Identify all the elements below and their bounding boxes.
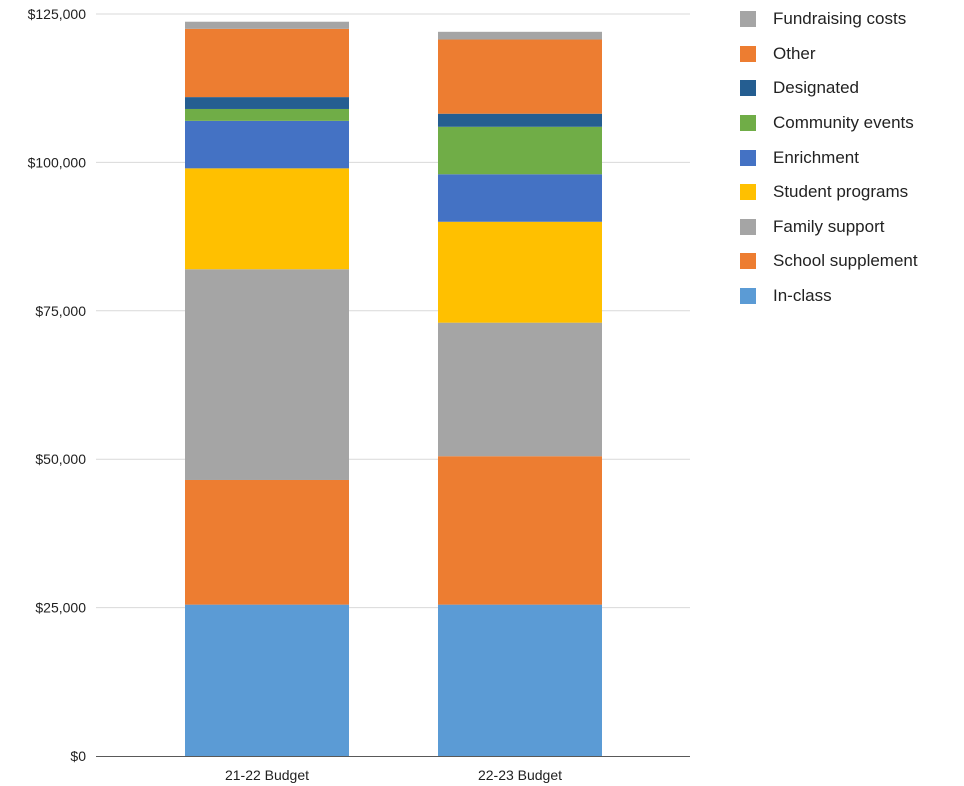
- legend-item-family-support: Family support: [740, 210, 918, 245]
- x-category-label: 21-22 Budget: [225, 767, 309, 783]
- legend-swatch: [740, 149, 756, 166]
- legend-swatch: [740, 45, 756, 62]
- y-tick-label: $100,000: [28, 154, 87, 170]
- legend-swatch: [740, 184, 756, 201]
- y-tick-label: $0: [70, 748, 86, 764]
- legend-item-designated: Designated: [740, 71, 918, 106]
- x-axis-category-labels: 21-22 Budget 22-23 Budget: [225, 767, 562, 783]
- legend-swatch: [740, 115, 756, 132]
- bars: [185, 21, 602, 756]
- bar-segment: [438, 174, 602, 222]
- legend-item-enrichment: Enrichment: [740, 140, 918, 175]
- legend-label: Community events: [773, 113, 914, 133]
- legend-label: Other: [773, 43, 816, 63]
- bar-segment: [438, 31, 602, 40]
- legend-label: Enrichment: [773, 147, 859, 167]
- legend-label: School supplement: [773, 251, 918, 271]
- legend-item-other: Other: [740, 37, 918, 72]
- legend-label: Family support: [773, 216, 885, 236]
- bar-segment: [438, 126, 602, 175]
- bar-segment: [185, 120, 349, 169]
- legend-label: Designated: [773, 78, 860, 98]
- y-axis-tick-labels: $0 $25,000 $50,000 $75,000 $100,000 $125,000: [28, 6, 87, 764]
- bar-segment: [185, 97, 349, 109]
- x-category-label: 22-23 Budget: [478, 767, 562, 783]
- y-tick-label: $75,000: [35, 303, 86, 319]
- legend-label: Student programs: [773, 182, 909, 202]
- legend-swatch: [740, 253, 756, 270]
- bar-segment: [438, 456, 602, 605]
- y-tick-label: $25,000: [35, 600, 86, 616]
- bar-segment: [438, 113, 602, 127]
- bar-stack: [185, 21, 349, 756]
- bar-segment: [438, 39, 602, 114]
- legend-label: Fundraising costs: [773, 9, 907, 29]
- legend-label: In-class: [773, 286, 832, 306]
- y-tick-label: $50,000: [35, 451, 86, 467]
- bar-segment: [185, 108, 349, 121]
- y-tick-label: $125,000: [28, 6, 87, 22]
- legend: Fundraising costs Other Designated Commu…: [740, 2, 918, 313]
- bar-segment: [185, 28, 349, 98]
- legend-swatch: [740, 80, 756, 97]
- bar-segment: [185, 604, 349, 756]
- bar-segment: [438, 221, 602, 323]
- legend-item-in-class: In-class: [740, 279, 918, 314]
- legend-swatch: [740, 11, 756, 28]
- legend-item-fundraising-costs: Fundraising costs: [740, 2, 918, 37]
- legend-item-student-programs: Student programs: [740, 175, 918, 210]
- legend-swatch: [740, 288, 756, 305]
- bar-segment: [185, 168, 349, 270]
- bar-segment: [185, 21, 349, 29]
- bar-segment: [438, 322, 602, 457]
- bar-segment: [185, 479, 349, 605]
- bar-segment: [438, 604, 602, 756]
- bar-segment: [185, 269, 349, 480]
- legend-item-school-supplement: School supplement: [740, 244, 918, 279]
- legend-item-community-events: Community events: [740, 106, 918, 141]
- legend-swatch: [740, 218, 756, 235]
- bar-stack: [438, 31, 602, 756]
